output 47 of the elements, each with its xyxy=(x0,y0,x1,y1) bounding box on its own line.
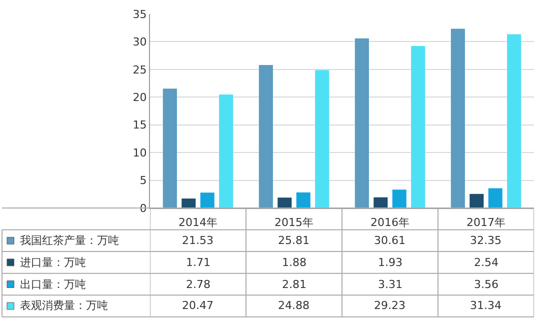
data-label: 1.71 xyxy=(186,256,210,269)
data-label: 2.81 xyxy=(282,278,306,291)
data-label: 3.56 xyxy=(474,278,498,291)
bar xyxy=(507,34,522,208)
legend-label: 进口量：万吨 xyxy=(20,256,86,269)
y-tick-label: 10 xyxy=(132,146,147,160)
data-label: 1.93 xyxy=(378,256,402,269)
data-label: 29.23 xyxy=(374,299,406,312)
x-tick-label: 2014年 xyxy=(178,216,218,230)
y-tick-label: 30 xyxy=(132,36,147,49)
data-label: 20.47 xyxy=(182,299,214,312)
bar xyxy=(258,64,273,208)
bar xyxy=(162,88,177,208)
data-label: 2.54 xyxy=(474,256,498,269)
y-tick-label: 15 xyxy=(132,118,147,132)
y-tick-label: 25 xyxy=(132,63,147,76)
bar xyxy=(278,198,292,208)
y-tick-label: 35 xyxy=(132,8,147,21)
x-tick-label: 2015年 xyxy=(274,216,314,230)
bar xyxy=(488,188,502,208)
data-label: 25.81 xyxy=(278,234,310,247)
bar xyxy=(182,198,196,208)
x-tick-label: 2016年 xyxy=(370,216,410,230)
data-label: 30.61 xyxy=(374,234,406,247)
bar xyxy=(219,94,234,208)
legend-label: 出口量：万吨 xyxy=(20,278,86,291)
bar xyxy=(374,197,388,208)
data-label: 21.53 xyxy=(182,234,214,247)
bar xyxy=(392,190,406,208)
bar xyxy=(200,192,214,208)
legend-label: 我国红茶产量：万吨 xyxy=(20,234,119,247)
y-tick-label: 5 xyxy=(140,174,147,188)
data-label: 1.88 xyxy=(282,256,306,269)
bar xyxy=(354,38,369,208)
bar xyxy=(315,70,330,208)
data-label: 3.31 xyxy=(378,278,402,291)
y-tick-label: 20 xyxy=(132,90,147,104)
x-tick-label: 2017年 xyxy=(466,216,506,230)
legend-label: 表观消费量：万吨 xyxy=(20,299,108,312)
bar xyxy=(450,28,465,208)
data-label: 24.88 xyxy=(278,299,310,312)
bar xyxy=(411,46,426,208)
data-label: 31.34 xyxy=(470,299,502,312)
data-label: 2.78 xyxy=(186,278,210,291)
bar xyxy=(470,194,484,208)
bar xyxy=(296,192,310,208)
data-label: 32.35 xyxy=(470,234,502,247)
